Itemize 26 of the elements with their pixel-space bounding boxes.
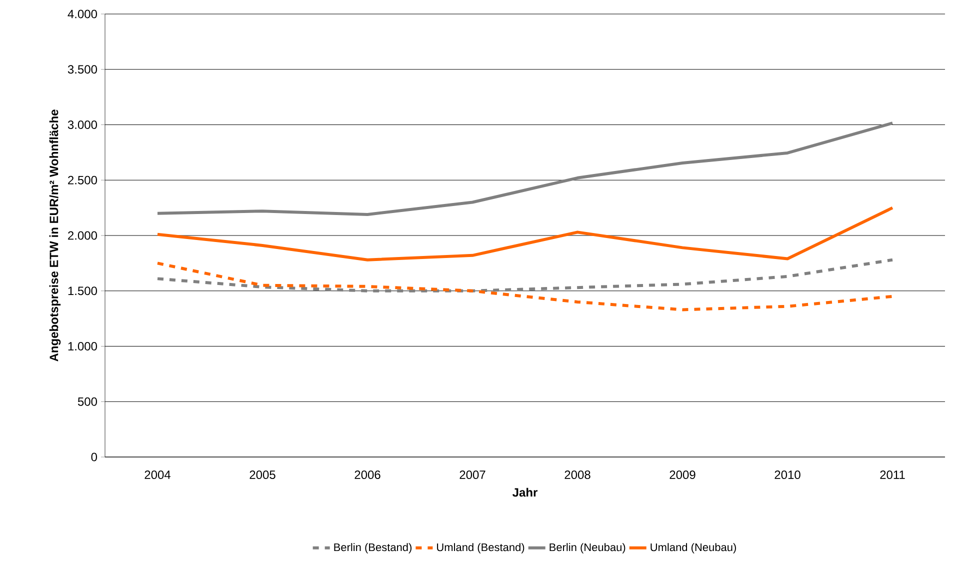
x-tick-label: 2004	[144, 470, 170, 480]
y-tick-label: 0	[91, 452, 98, 462]
y-tick-label: 1.000	[68, 342, 98, 351]
legend-label: Berlin (Bestand)	[334, 543, 412, 554]
x-axis-title: Jahr	[512, 488, 538, 497]
line-series	[156, 206, 894, 262]
line-series	[156, 122, 894, 216]
legend-label: Umland (Neubau)	[650, 543, 736, 554]
line-series	[156, 262, 894, 312]
y-tick-label: 1.500	[68, 286, 98, 296]
x-tick-label: 2010	[774, 470, 800, 480]
legend-label: Umland (Bestand)	[437, 543, 524, 554]
y-axis-title: Angebotspreise ETW in EUR/m² Wohnfläche	[49, 110, 61, 362]
y-tick-label: 3.000	[68, 120, 98, 130]
legend-label: Berlin (Neubau)	[550, 543, 626, 554]
x-tick-label: 2008	[564, 470, 590, 480]
x-tick-label: 2009	[670, 470, 696, 480]
x-tick-label: 2007	[460, 470, 486, 480]
y-tick-label: 500	[78, 397, 98, 406]
x-tick-label: 2011	[880, 470, 905, 480]
y-tick-label: 4.000	[68, 10, 98, 18]
y-tick-label: 2.500	[68, 176, 98, 184]
y-tick-label: 2.000	[68, 231, 98, 240]
x-tick-label: 2005	[250, 470, 276, 480]
x-tick-label: 2006	[354, 470, 380, 480]
y-tick-label: 3.500	[68, 65, 98, 74]
